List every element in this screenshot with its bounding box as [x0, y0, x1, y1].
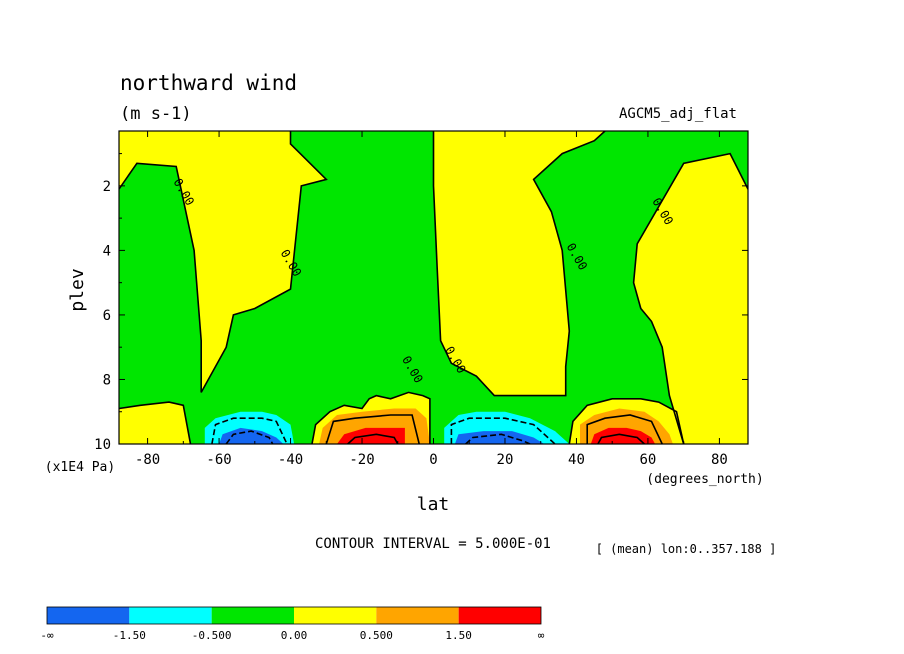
y-tick-label: 10	[94, 437, 111, 453]
colorbar-swatch	[211, 607, 294, 624]
x-tick-label: -20	[349, 452, 374, 468]
x-tick-label: 60	[640, 452, 657, 468]
contour-line	[225, 430, 274, 444]
x-tick-label: 20	[497, 452, 514, 468]
x-tick-label: 80	[711, 452, 728, 468]
contour-line	[432, 131, 606, 397]
x-tick-label: 40	[568, 452, 585, 468]
mean-note: [ (mean) lon:0..357.188 ]	[596, 542, 777, 556]
contour-region-pos-strong	[337, 427, 405, 444]
colorbar-swatch	[294, 607, 377, 624]
y-tick-label: 8	[103, 372, 111, 388]
y-tick-label: 6	[103, 308, 111, 324]
colorbar-swatch	[47, 607, 130, 624]
contour-line	[211, 417, 288, 444]
colorbar-label: -1.50	[113, 629, 146, 642]
colorbar-label: ∞	[538, 629, 545, 642]
x-axis-units: (degrees_north)	[646, 472, 763, 487]
colorbar-label: 0.500	[360, 629, 393, 642]
x-axis-label: lat	[417, 494, 450, 515]
y-axis-units: (x1E4 Pa)	[45, 460, 115, 475]
contour-line	[311, 391, 431, 444]
contour-region-pos	[433, 131, 605, 396]
colorbar-label: 1.50	[445, 629, 472, 642]
contour-line	[347, 433, 399, 444]
contour-region-pos	[633, 153, 748, 444]
colorbar-swatch	[376, 607, 459, 624]
y-tick-label: 4	[103, 243, 111, 259]
x-tick-label: -40	[278, 452, 303, 468]
contour-line	[465, 433, 531, 444]
y-tick-label: 2	[103, 179, 111, 195]
x-tick-label: 0	[429, 452, 437, 468]
colorbar-label: -∞	[40, 629, 54, 642]
y-axis: 2 4 6 8 10	[94, 153, 748, 453]
colorbar-swatch	[458, 607, 541, 624]
contour-line	[450, 417, 556, 444]
colorbar-frame	[46, 606, 542, 625]
colorbar-swatch	[129, 607, 212, 624]
y-axis-label: plev	[67, 268, 88, 311]
contour-line	[568, 397, 685, 444]
contour-line	[597, 433, 645, 444]
contour-region-pos	[119, 402, 191, 444]
colorbar: -∞ -1.50 -0.500 0.00 0.500 1.50 ∞	[40, 606, 545, 642]
contour-line	[119, 401, 192, 444]
dataset-label: AGCM5_adj_flat	[619, 106, 737, 122]
contour-line	[119, 131, 328, 393]
colorbar-label: 0.00	[281, 629, 308, 642]
x-tick-label: -80	[135, 452, 160, 468]
x-axis: -80 -60 -40 -20 0 20 40 60 80	[135, 131, 728, 468]
chart-units: (m s-1)	[120, 104, 192, 124]
contour-interval: CONTOUR INTERVAL = 5.000E-01	[315, 536, 551, 552]
colorbar-label: -0.500	[192, 629, 232, 642]
plot-area: 0.000.000.00 0.000.000.00	[118, 130, 749, 445]
contour-line	[586, 414, 663, 444]
contour-line	[325, 414, 420, 444]
chart-title: northward wind	[120, 71, 297, 95]
contour-region-pos	[119, 131, 327, 393]
x-tick-label: -60	[206, 452, 231, 468]
contour-line	[632, 152, 748, 444]
contour-region-neg-strong	[219, 427, 284, 444]
